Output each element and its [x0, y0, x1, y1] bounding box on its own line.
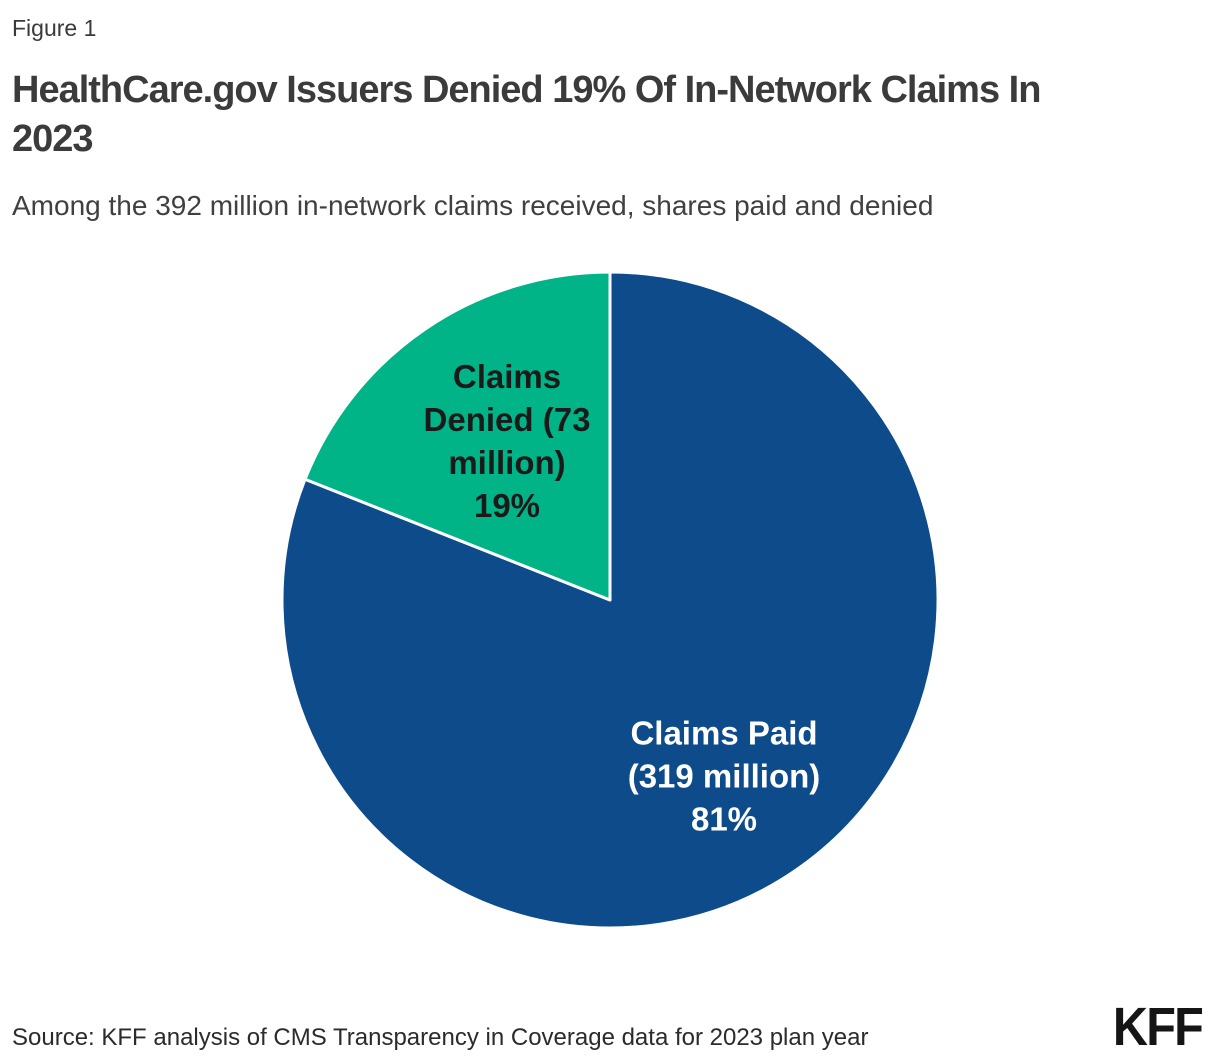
label-claims-paid: Claims Paid (319 million) 81% [627, 714, 821, 838]
kff-logo: KFF [1112, 997, 1204, 1057]
figure-title-line-1: HealthCare.gov Issuers Denied 19% Of In-… [12, 69, 1041, 111]
label-claims-denied: Claims Denied (73 million) 19% [423, 358, 591, 524]
pie-slice-claims-denied [303, 270, 612, 602]
source-text: Source: KFF analysis of CMS Transparency… [12, 1024, 869, 1051]
pie-slice-claims-paid [280, 270, 940, 930]
figure-subtitle: Among the 392 million in-network claims … [12, 190, 934, 221]
figure-label: Figure 1 [12, 15, 97, 41]
figure-title: HealthCare.gov Issuers Denied 19% Of In-… [12, 66, 1208, 164]
figure-title-line-2: 2023 [12, 118, 94, 160]
